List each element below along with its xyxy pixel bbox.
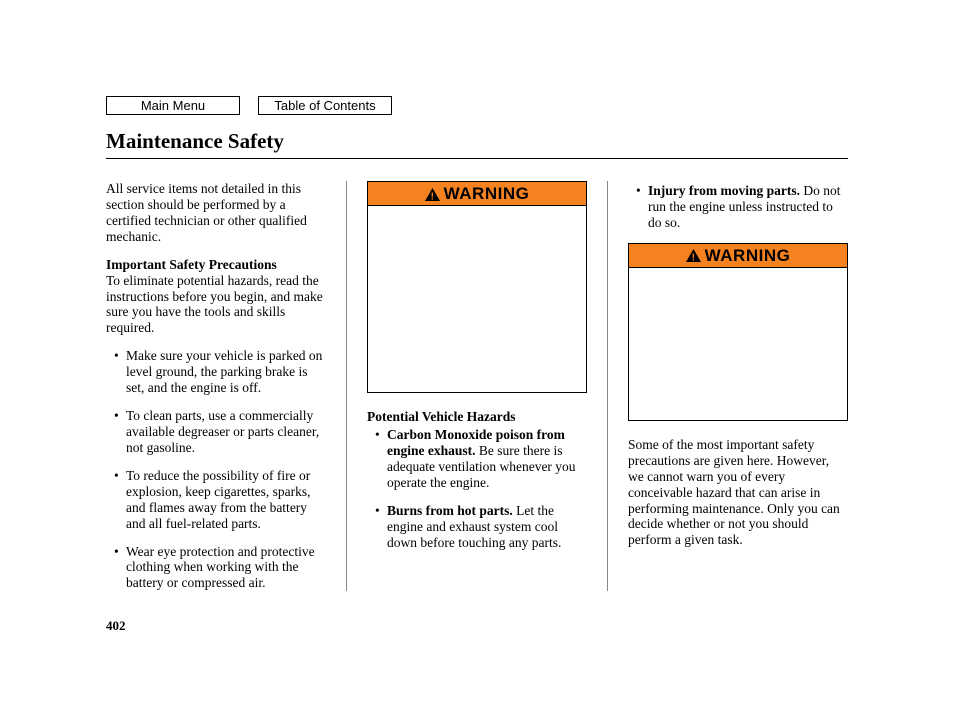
hazards-list: Carbon Monoxide poison from engine exhau… <box>367 427 587 550</box>
title-rule <box>106 158 848 159</box>
hazard-bold: Burns from hot parts. <box>387 503 513 518</box>
warning-box: ! WARNING <box>628 243 848 421</box>
column-1: All service items not detailed in this s… <box>106 181 326 591</box>
warning-header: ! WARNING <box>368 182 586 206</box>
list-item: Burns from hot parts. Let the engine and… <box>375 503 587 551</box>
precautions-heading: Important Safety Precautions <box>106 257 277 272</box>
hazard-bold: Injury from moving parts. <box>648 183 800 198</box>
svg-text:!: ! <box>691 253 695 263</box>
manual-page: Main Menu Table of Contents Maintenance … <box>106 96 848 591</box>
table-of-contents-button[interactable]: Table of Contents <box>258 96 392 115</box>
warning-label: WARNING <box>444 184 530 204</box>
column-divider <box>346 181 347 591</box>
warning-body <box>368 206 586 392</box>
warning-header: ! WARNING <box>629 244 847 268</box>
content-columns: All service items not detailed in this s… <box>106 181 848 591</box>
main-menu-button[interactable]: Main Menu <box>106 96 240 115</box>
warning-label: WARNING <box>705 246 791 266</box>
warning-triangle-icon: ! <box>425 188 440 201</box>
warning-body <box>629 268 847 420</box>
svg-text:!: ! <box>430 191 434 201</box>
hazards-list-cont: Injury from moving parts. Do not run the… <box>628 183 848 231</box>
warning-box: ! WARNING <box>367 181 587 393</box>
precautions-intro: To eliminate potential hazards, read the… <box>106 273 323 336</box>
list-item: Carbon Monoxide poison from engine exhau… <box>375 427 587 491</box>
list-item: Make sure your vehicle is parked on leve… <box>114 348 326 396</box>
hazards-heading: Potential Vehicle Hazards <box>367 409 587 425</box>
list-item: To clean parts, use a commercially avail… <box>114 408 326 456</box>
warning-triangle-icon: ! <box>686 249 701 262</box>
column-divider <box>607 181 608 591</box>
intro-paragraph: All service items not detailed in this s… <box>106 181 326 245</box>
nav-bar: Main Menu Table of Contents <box>106 96 848 115</box>
page-number: 402 <box>106 618 126 634</box>
precautions-block: Important Safety Precautions To eliminat… <box>106 257 326 337</box>
precautions-list: Make sure your vehicle is parked on leve… <box>106 348 326 591</box>
list-item: Injury from moving parts. Do not run the… <box>636 183 848 231</box>
closing-paragraph: Some of the most important safety precau… <box>628 437 848 548</box>
list-item: To reduce the possibility of fire or exp… <box>114 468 326 532</box>
column-2: ! WARNING Potential Vehicle Hazards Carb… <box>367 181 587 591</box>
page-title: Maintenance Safety <box>106 129 848 154</box>
list-item: Wear eye protection and protective cloth… <box>114 544 326 592</box>
column-3: Injury from moving parts. Do not run the… <box>628 181 848 591</box>
